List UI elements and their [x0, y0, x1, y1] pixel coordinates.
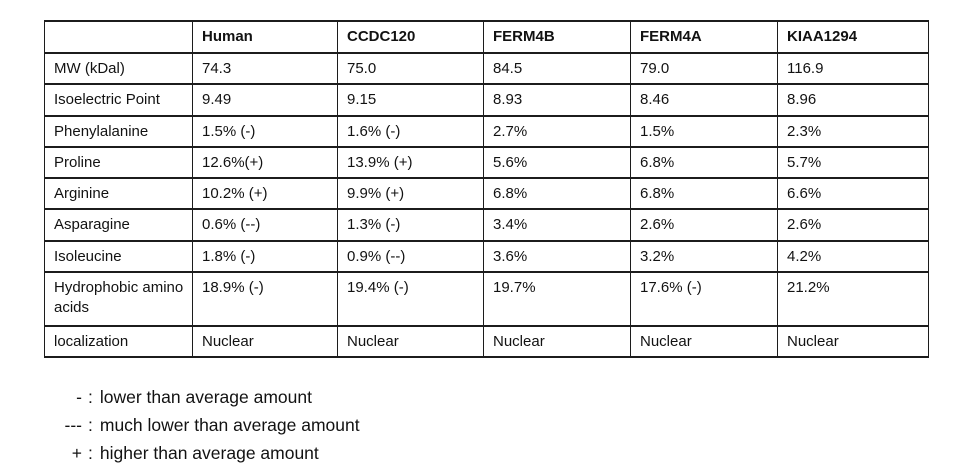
table-cell: 84.5: [483, 51, 631, 86]
table-cell: 79.0: [630, 51, 778, 86]
table-cell: Nuclear: [483, 324, 631, 359]
table-cell: 2.6%: [630, 208, 778, 242]
legend-separator: :: [88, 387, 93, 407]
row-label-hydrophobic-amino-acids: Hydrophobic amino acids: [44, 270, 193, 327]
table-cell: 74.3: [192, 51, 338, 86]
table-cell: 2.7%: [483, 114, 631, 148]
legend-entry-much-lower: ---: much lower than average amount: [40, 411, 360, 439]
table-cell: 6.8%: [483, 176, 631, 211]
table-cell: Nuclear: [777, 324, 929, 359]
row-label-arginine: Arginine: [44, 176, 193, 211]
legend-text: lower than average amount: [99, 387, 312, 407]
table-cell: 1.8% (-): [192, 239, 338, 273]
table-cell: 1.5% (-): [192, 114, 338, 148]
row-label-phenylalanine: Phenylalanine: [44, 114, 193, 148]
table-cell: 0.6% (--): [192, 208, 338, 242]
row-label-localization: localization: [44, 324, 193, 359]
legend-separator: :: [88, 443, 93, 463]
legend-text: much lower than average amount: [99, 415, 360, 435]
table-cell: Nuclear: [192, 324, 338, 359]
col-header-ferm4b: FERM4B: [483, 20, 631, 54]
table-cell: 12.6%(+): [192, 145, 338, 180]
legend-symbol-plus: +: [71, 443, 82, 463]
col-header-blank: [44, 20, 193, 54]
legend-separator: :: [88, 415, 93, 435]
table-cell: 1.6% (-): [337, 114, 484, 148]
table-cell: 0.9% (--): [337, 239, 484, 273]
table-cell: 2.6%: [777, 208, 929, 242]
table-row: Proline 12.6%(+) 13.9% (+) 5.6% 6.8% 5.7…: [44, 145, 929, 180]
table-cell: 9.9% (+): [337, 176, 484, 211]
table-row: Arginine 10.2% (+) 9.9% (+) 6.8% 6.8% 6.…: [44, 176, 929, 211]
table-cell: 3.2%: [630, 239, 778, 273]
legend-entry-lower: -: lower than average amount: [40, 383, 360, 411]
table-cell: 19.4% (-): [337, 270, 484, 327]
table-row: Isoelectric Point 9.49 9.15 8.93 8.46 8.…: [44, 83, 929, 117]
legend-symbol-minus: -: [76, 387, 82, 407]
legend-text: higher than average amount: [99, 443, 319, 463]
table-cell: 1.5%: [630, 114, 778, 148]
col-header-ferm4a: FERM4A: [630, 20, 778, 54]
table-cell: 3.4%: [483, 208, 631, 242]
table-cell: 5.6%: [483, 145, 631, 180]
table-cell: 21.2%: [777, 270, 929, 327]
table-cell: 6.6%: [777, 176, 929, 211]
row-label-asparagine: Asparagine: [44, 208, 193, 242]
table-row: Phenylalanine 1.5% (-) 1.6% (-) 2.7% 1.5…: [44, 114, 929, 148]
table-cell: 19.7%: [483, 270, 631, 327]
table-cell: 18.9% (-): [192, 270, 338, 327]
table-cell: 9.15: [337, 83, 484, 117]
table-cell: 3.6%: [483, 239, 631, 273]
table-cell: 116.9: [777, 51, 929, 86]
table-cell: 13.9% (+): [337, 145, 484, 180]
col-header-human: Human: [192, 20, 338, 54]
legend-entry-higher: +: higher than average amount: [40, 439, 360, 467]
table-cell: 8.46: [630, 83, 778, 117]
col-header-kiaa1294: KIAA1294: [777, 20, 929, 54]
protein-comparison-table: Human CCDC120 FERM4B FERM4A KIAA1294 MW …: [44, 20, 929, 359]
row-label-isoelectric-point: Isoelectric Point: [44, 83, 193, 117]
table-cell: Nuclear: [630, 324, 778, 359]
col-header-ccdc120: CCDC120: [337, 20, 484, 54]
table-cell: 75.0: [337, 51, 484, 86]
table-cell: 9.49: [192, 83, 338, 117]
table-cell: 2.3%: [777, 114, 929, 148]
table-cell: 17.6% (-): [630, 270, 778, 327]
row-label-mw: MW (kDal): [44, 51, 193, 86]
table-cell: 4.2%: [777, 239, 929, 273]
table-cell: Nuclear: [337, 324, 484, 359]
table-row: Isoleucine 1.8% (-) 0.9% (--) 3.6% 3.2% …: [44, 239, 929, 273]
table-header-row: Human CCDC120 FERM4B FERM4A KIAA1294: [44, 20, 929, 54]
table-cell: 5.7%: [777, 145, 929, 180]
legend-symbol-triple-minus: ---: [64, 415, 82, 435]
table-cell: 6.8%: [630, 176, 778, 211]
table-row: MW (kDal) 74.3 75.0 84.5 79.0 116.9: [44, 51, 929, 86]
row-label-isoleucine: Isoleucine: [44, 239, 193, 273]
table-cell: 8.96: [777, 83, 929, 117]
table-row: Hydrophobic amino acids 18.9% (-) 19.4% …: [44, 270, 929, 327]
table-cell: 1.3% (-): [337, 208, 484, 242]
table-cell: 10.2% (+): [192, 176, 338, 211]
table-cell: 8.93: [483, 83, 631, 117]
symbol-legend: -: lower than average amount ---: much low…: [40, 383, 360, 467]
table-cell: 6.8%: [630, 145, 778, 180]
table-row: localization Nuclear Nuclear Nuclear Nuc…: [44, 324, 929, 359]
row-label-proline: Proline: [44, 145, 193, 180]
table-row: Asparagine 0.6% (--) 1.3% (-) 3.4% 2.6% …: [44, 208, 929, 242]
